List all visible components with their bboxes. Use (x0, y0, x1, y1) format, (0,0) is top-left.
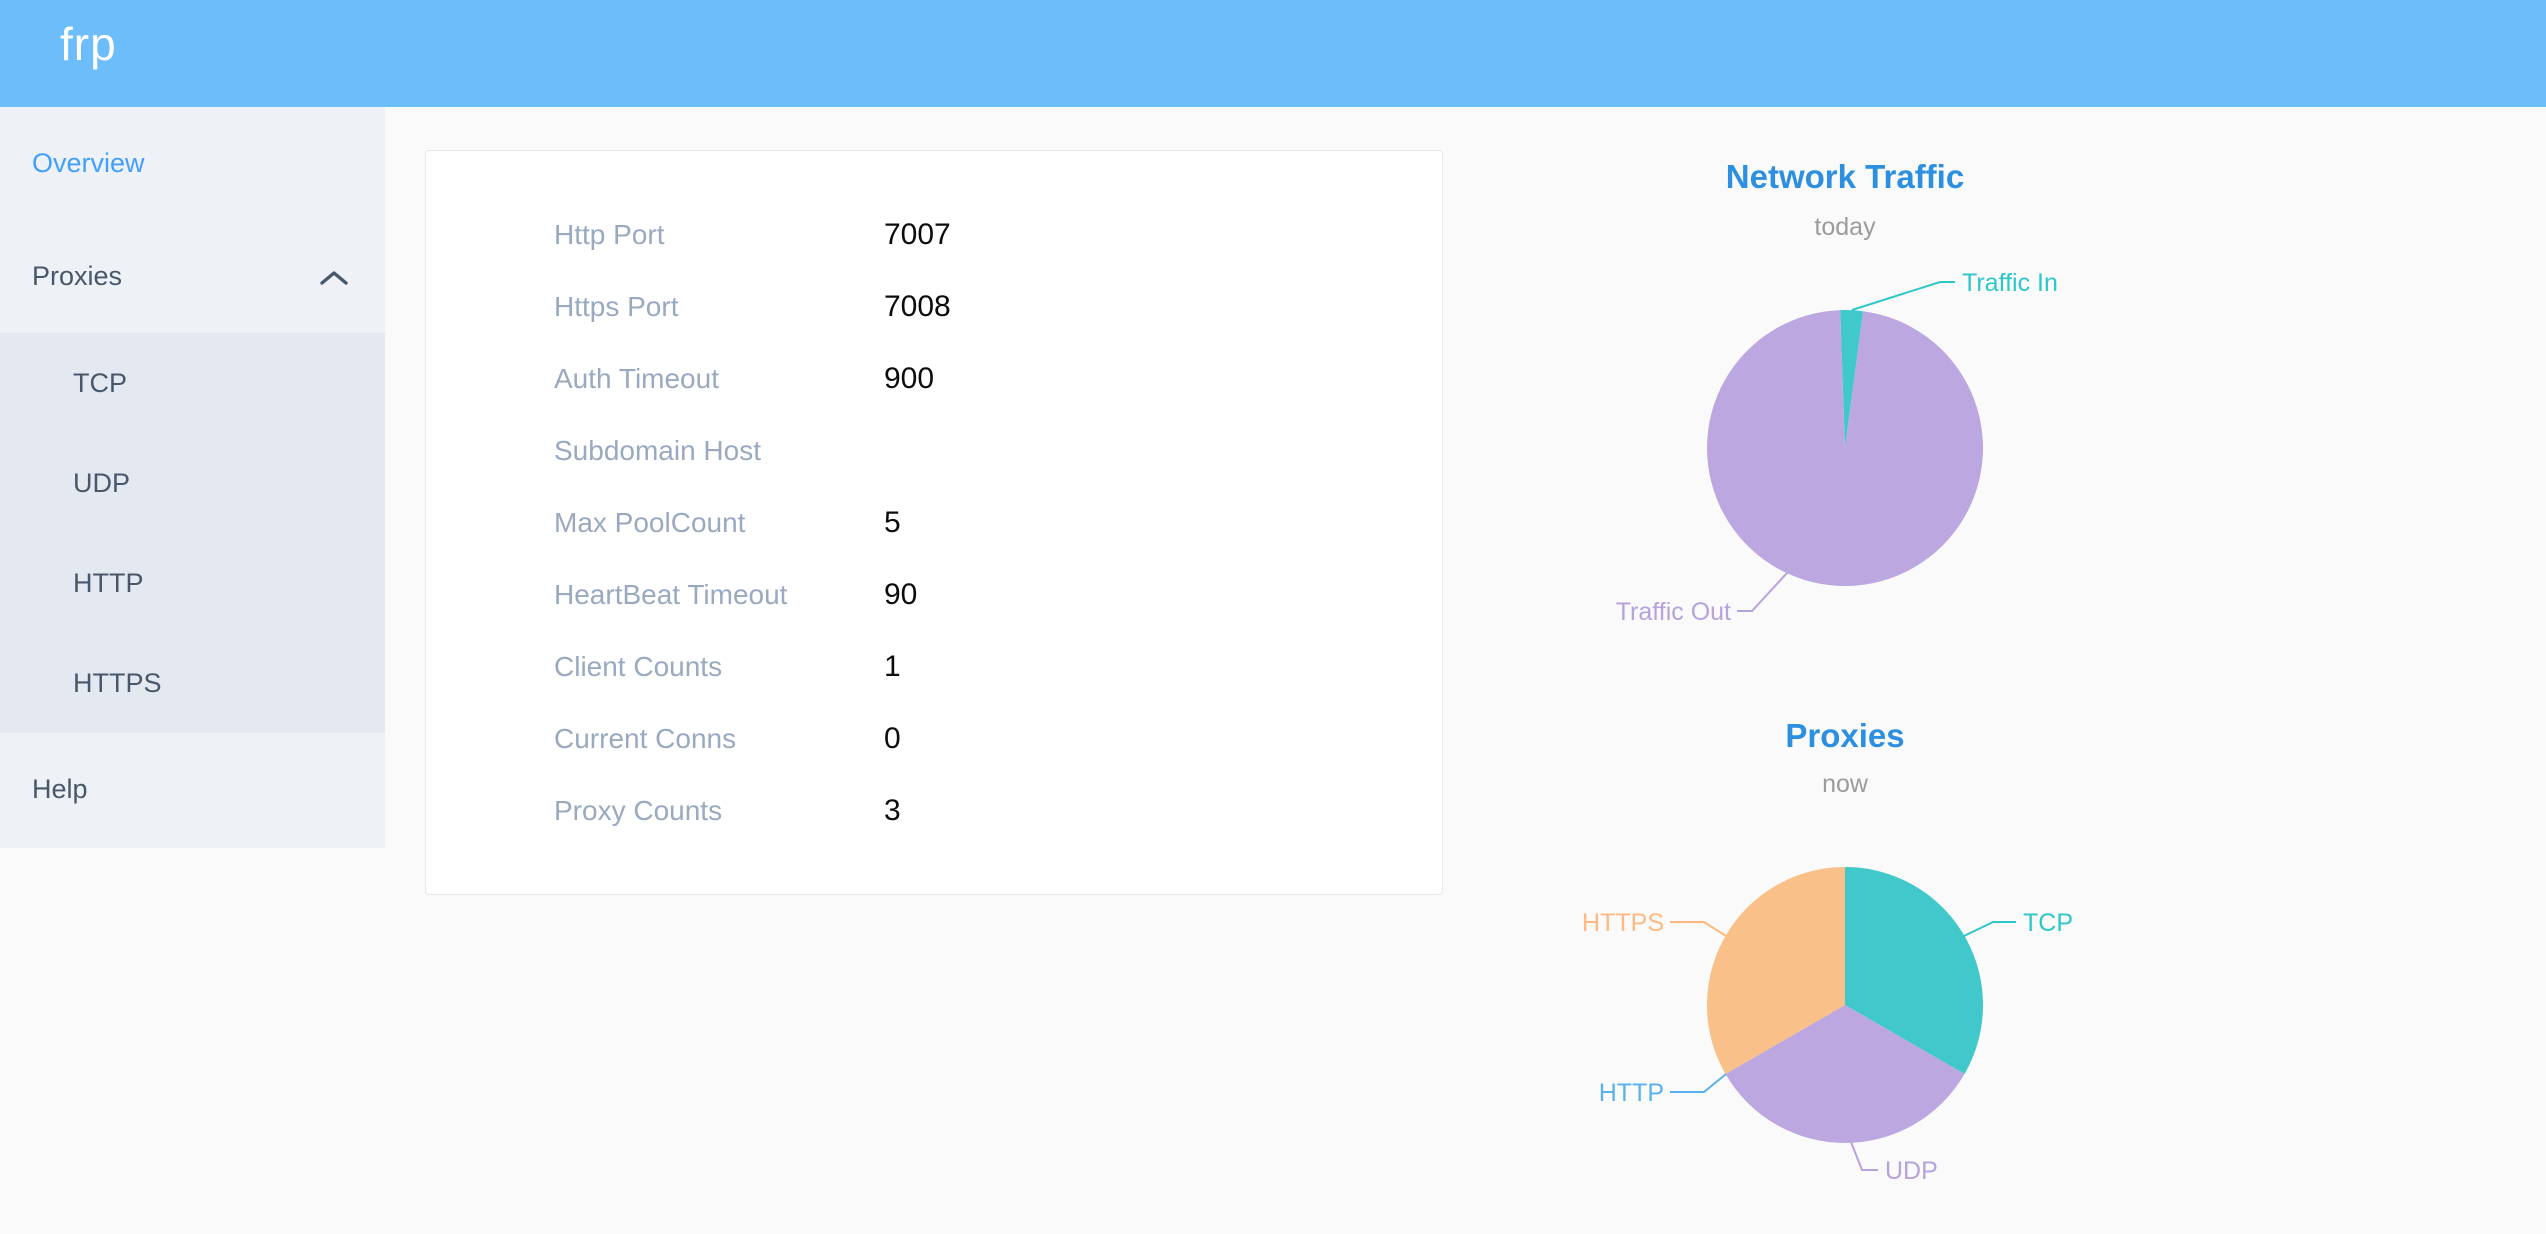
sidebar-item-tcp[interactable]: TCP (0, 333, 385, 433)
sidebar-item-http[interactable]: HTTP (0, 533, 385, 633)
pie-label-line-traffic-in (1851, 281, 1955, 311)
pie-slice-https[interactable] (1707, 867, 1845, 1074)
sidebar-item-https-label: HTTPS (73, 668, 162, 698)
pie-label-line-tcp (1963, 921, 2016, 937)
sidebar-menu: Overview Proxies TCP UDP HTTP HTTPS Help (0, 107, 385, 848)
pie-label-line-https (1670, 921, 1727, 937)
sidebar-item-udp-label: UDP (73, 468, 131, 498)
pie-label-http: HTTP (1599, 1079, 1664, 1107)
info-label: Http Port (554, 219, 665, 250)
info-row-https-port: Https Port 7008 (554, 271, 1442, 343)
chevron-up-icon (320, 271, 348, 285)
info-row-heartbeat-timeout: HeartBeat Timeout 90 (554, 559, 1442, 631)
sidebar-item-proxies-label: Proxies (32, 261, 123, 291)
pie-label-traffic-out: Traffic Out (1616, 598, 1731, 626)
sidebar-item-https[interactable]: HTTPS (0, 633, 385, 733)
network-traffic-chart-subtitle: today (1814, 213, 1876, 241)
proxies-chart-title: Proxies (1785, 717, 1905, 754)
pie-label-line-traffic-out (1737, 572, 1788, 612)
info-label: Proxy Counts (554, 795, 723, 826)
info-label: Auth Timeout (554, 363, 719, 394)
info-value: 1 (884, 650, 901, 683)
info-label: Client Counts (554, 651, 723, 682)
info-value: 90 (884, 578, 918, 611)
info-value: 3 (884, 794, 901, 827)
app-logo: frp (60, 18, 117, 70)
pie-slice-tcp[interactable] (1845, 867, 1983, 1074)
network-traffic-pie-chart: Traffic In Traffic Out (1616, 269, 2058, 626)
info-label: Max PoolCount (554, 507, 746, 538)
info-label: HeartBeat Timeout (554, 579, 788, 610)
proxies-chart-subtitle: now (1822, 770, 1868, 798)
info-label: Current Conns (554, 723, 737, 754)
pie-label-https: HTTPS (1582, 909, 1664, 937)
info-row-client-counts: Client Counts 1 (554, 631, 1442, 703)
proxies-submenu: TCP UDP HTTP HTTPS (0, 333, 385, 733)
info-row-max-poolcount: Max PoolCount 5 (554, 487, 1442, 559)
info-label: Subdomain Host (554, 435, 762, 466)
sidebar-item-tcp-label: TCP (73, 368, 127, 398)
pie-label-line-udp (1850, 1141, 1878, 1171)
info-value: 7007 (884, 218, 951, 251)
proxies-pie-chart: TCP UDP HTTP HTTPS (1582, 867, 2073, 1185)
sidebar-item-udp[interactable]: UDP (0, 433, 385, 533)
sidebar-item-overview[interactable]: Overview (0, 107, 385, 220)
pie-label-line-http (1670, 1073, 1727, 1093)
sidebar-item-proxies[interactable]: Proxies (0, 220, 385, 333)
pie-label-tcp: TCP (2023, 909, 2073, 937)
pie-slice-traffic-out[interactable] (1707, 310, 1983, 586)
sidebar-item-overview-label: Overview (32, 148, 145, 178)
server-info-card: Http Port 7007 Https Port 7008 Auth Time… (425, 150, 1443, 895)
pie-slice-traffic-in[interactable] (1840, 310, 1864, 448)
pie-label-traffic-in: Traffic In (1962, 269, 2058, 297)
info-value: 0 (884, 722, 901, 755)
sidebar-item-http-label: HTTP (73, 568, 144, 598)
pie-label-udp: UDP (1885, 1157, 1938, 1185)
info-row-current-conns: Current Conns 0 (554, 703, 1442, 775)
sidebar-item-help-label: Help (32, 774, 88, 804)
info-value: 5 (884, 506, 901, 539)
info-row-subdomain-host: Subdomain Host (554, 415, 1442, 487)
info-row-http-port: Http Port 7007 (554, 199, 1442, 271)
info-value: 900 (884, 362, 935, 395)
sidebar-item-help[interactable]: Help (0, 733, 385, 845)
info-row-proxy-counts: Proxy Counts 3 (554, 775, 1442, 847)
info-row-auth-timeout: Auth Timeout 900 (554, 343, 1442, 415)
network-traffic-chart-title: Network Traffic (1725, 158, 1965, 195)
info-value: 7008 (884, 290, 951, 323)
info-label: Https Port (554, 291, 679, 322)
top-header-bar: frp (0, 0, 2546, 107)
pie-slice-udp[interactable] (1725, 1005, 1965, 1143)
